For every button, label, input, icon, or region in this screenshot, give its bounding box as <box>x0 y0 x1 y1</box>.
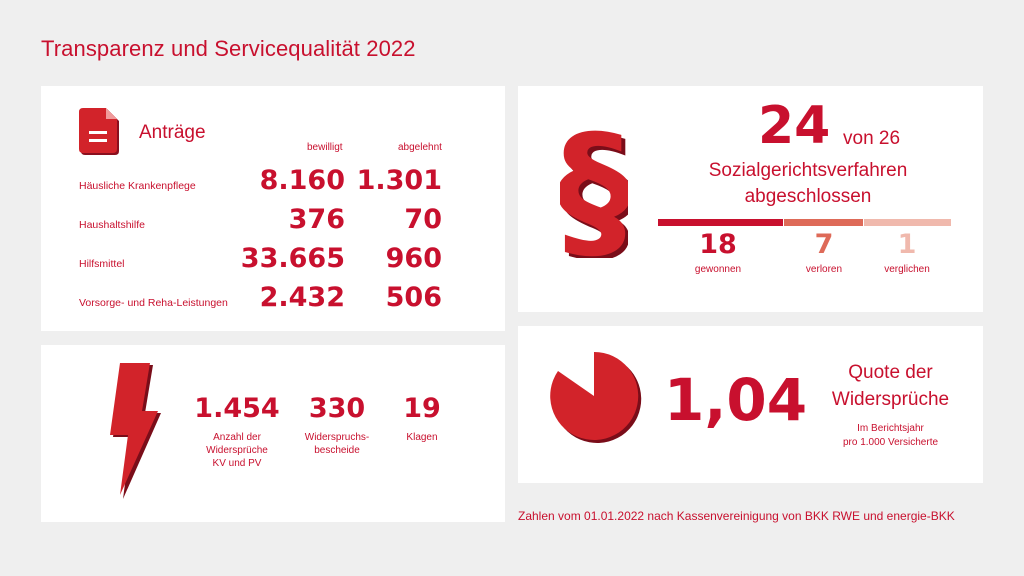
row-label: Hilfsmittel <box>79 258 125 270</box>
footnote: Zahlen vom 01.01.2022 nach Kassenvereini… <box>518 509 955 523</box>
settled-label: verglichen <box>884 264 930 275</box>
lost-value: 7 <box>814 229 834 260</box>
quote-value: 1,04 <box>664 366 808 434</box>
paragraph-icon: § § <box>560 128 628 258</box>
rejected-value: 70 <box>404 204 442 235</box>
bar-lost <box>784 219 863 226</box>
court-subtitle-line1: Sozialgerichtsverfahren <box>708 160 908 181</box>
lightning-icon <box>110 363 161 499</box>
court-closed-value: 24 <box>758 96 831 156</box>
svg-text:§: § <box>561 128 629 258</box>
rejected-value: 960 <box>385 243 442 274</box>
rejected-value: 506 <box>385 282 442 313</box>
bar-settled <box>864 219 951 226</box>
quote-subtitle: Im Berichtsjahr pro 1.000 Versicherte <box>818 422 963 450</box>
label-line: KV und PV <box>212 458 262 469</box>
quote-sub-line2: pro 1.000 Versicherte <box>842 437 939 448</box>
court-subtitle: Sozialgerichtsverfahren abgeschlossen <box>658 158 958 210</box>
settled-value: 1 <box>897 229 917 260</box>
klagen-label: Klagen <box>397 431 447 444</box>
court-card: § § 24 von 26 Sozialgerichtsverfahren ab… <box>518 86 983 312</box>
label-line: bescheide <box>314 445 360 456</box>
row-label: Häusliche Krankenpflege <box>79 180 196 192</box>
approved-value: 8.160 <box>259 165 345 196</box>
court-of-total: von 26 <box>843 128 901 149</box>
pie-icon <box>550 351 642 443</box>
quote-title-line2: Widersprüche <box>831 389 950 410</box>
document-icon <box>79 108 119 155</box>
wider-count-label: Anzahl der Widersprüche KV und PV <box>191 431 283 470</box>
label-line: Anzahl der <box>213 432 261 443</box>
bescheide-value: 330 <box>308 393 366 424</box>
bescheide-label: Widerspruchs- bescheide <box>295 431 379 457</box>
approved-value: 33.665 <box>240 243 345 274</box>
row-label: Haushaltshilfe <box>79 219 145 231</box>
row-label: Vorsorge- und Reha-Leistungen <box>79 297 228 309</box>
svg-text:§: § <box>560 128 628 258</box>
won-label: gewonnen <box>694 264 742 275</box>
label-line: Widersprüche <box>206 445 268 456</box>
won-value: 18 <box>699 229 737 260</box>
approved-value: 376 <box>288 204 345 235</box>
widersprueche-card: 1.454 Anzahl der Widersprüche KV und PV … <box>41 345 505 522</box>
court-subtitle-line2: abgeschlossen <box>744 186 872 207</box>
quote-title-line1: Quote der <box>848 362 933 383</box>
wider-count-value: 1.454 <box>194 393 280 424</box>
approved-value: 2.432 <box>259 282 345 313</box>
antraege-card: Anträge bewilligt abgelehnt Häusliche Kr… <box>41 86 505 331</box>
lost-label: verloren <box>805 264 843 275</box>
quote-sub-line1: Im Berichtsjahr <box>857 423 924 434</box>
col-head-approved: bewilligt <box>307 142 343 153</box>
col-head-rejected: abgelehnt <box>398 142 442 153</box>
rejected-value: 1.301 <box>356 165 442 196</box>
quote-title: Quote der Widersprüche <box>818 359 963 413</box>
klagen-value: 19 <box>403 393 441 424</box>
bar-won <box>658 219 783 226</box>
label-line: Klagen <box>406 432 438 443</box>
quote-card: 1,04 Quote der Widersprüche Im Berichtsj… <box>518 326 983 483</box>
antraege-title: Anträge <box>139 122 206 143</box>
page-title: Transparenz und Servicequalität 2022 <box>41 36 416 61</box>
label-line: Widerspruchs- <box>304 432 370 443</box>
